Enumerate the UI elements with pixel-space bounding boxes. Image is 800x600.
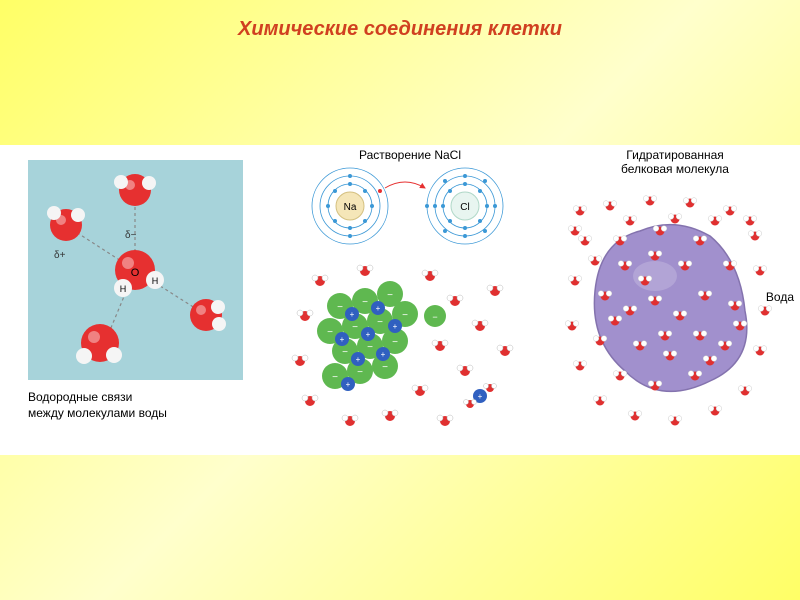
svg-text:−: − [332,372,338,383]
svg-text:−: − [337,302,343,313]
svg-text:−: − [432,312,437,322]
svg-text:H: H [152,276,159,286]
panel-hydrogen-bonds: O H H δ− δ [28,160,243,380]
svg-text:−: − [387,290,393,301]
svg-text:Na: Na [344,202,357,213]
svg-text:H: H [120,284,127,294]
svg-text:−: − [352,322,358,333]
hydrogen-bond-diagram: O H H δ− δ [28,160,243,380]
svg-text:+: + [393,322,398,331]
svg-text:−: − [377,317,383,328]
svg-text:−: − [342,347,348,358]
svg-text:+: + [346,380,351,389]
svg-text:−: − [357,367,363,378]
svg-text:+: + [340,335,345,344]
svg-text:−: − [402,310,408,321]
page-title: Химические соединения клетки [0,0,800,41]
voda-label: Вода [766,290,794,304]
nacl-diagram: Na Cl − − − [280,166,540,446]
svg-text:−: − [392,337,398,348]
panel-nacl: Растворение NaCl Na Cl [280,148,540,446]
svg-text:+: + [356,355,361,364]
svg-text:O: O [131,267,140,279]
svg-text:δ+: δ+ [54,250,66,261]
svg-text:−: − [327,327,333,338]
svg-text:+: + [381,350,386,359]
svg-text:Cl: Cl [460,202,469,213]
svg-text:+: + [376,304,381,313]
panel-protein: Гидратированнаябелковая молекула [560,148,790,441]
panel3-title: Гидратированнаябелковая молекула [560,148,790,177]
svg-text:δ−: δ− [125,230,137,241]
protein-diagram [560,181,775,441]
svg-text:+: + [350,310,355,319]
svg-text:−: − [382,362,388,373]
panel2-title: Растворение NaCl [280,148,540,162]
panel1-caption: Водородные связимежду молекулами воды [28,390,243,421]
svg-text:+: + [478,392,483,401]
svg-text:−: − [362,297,368,308]
panel1-bg: O H H δ− δ [28,160,243,380]
svg-text:+: + [366,330,371,339]
svg-text:−: − [367,342,373,353]
